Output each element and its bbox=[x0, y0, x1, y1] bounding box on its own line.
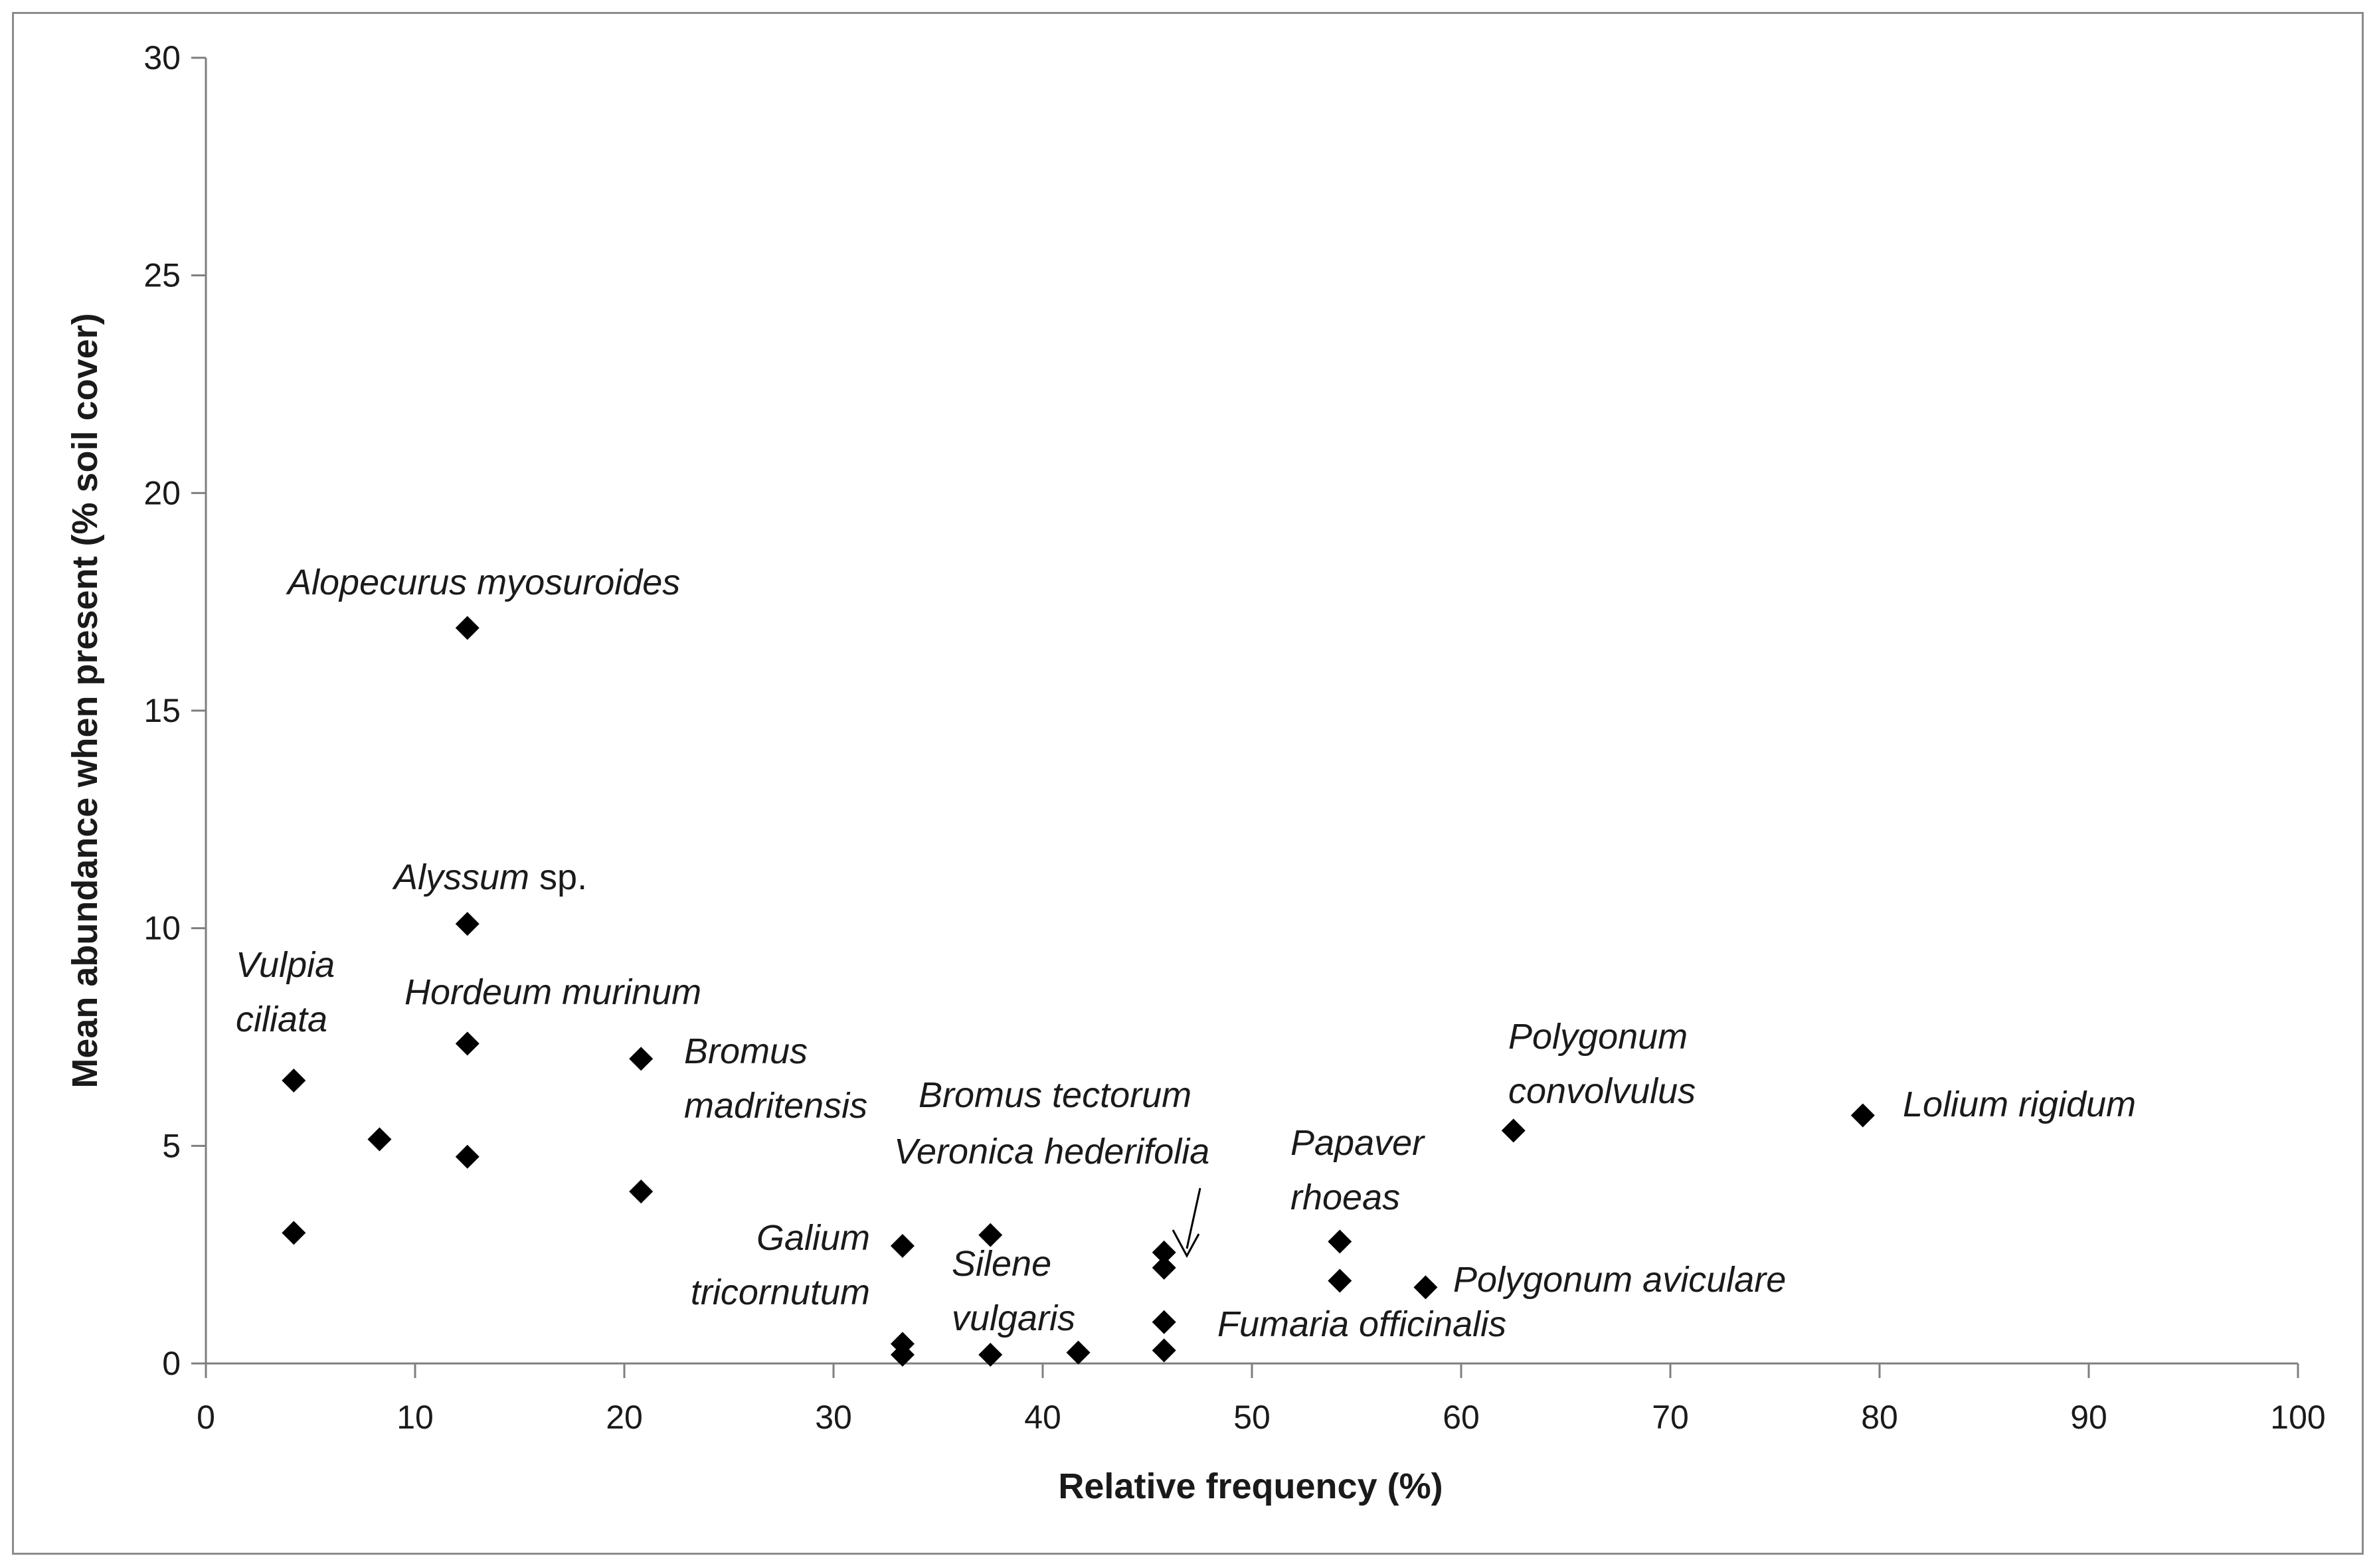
x-tick-label: 20 bbox=[606, 1399, 643, 1436]
y-tick-label: 25 bbox=[143, 257, 181, 294]
y-tick-label: 30 bbox=[143, 39, 181, 76]
data-point bbox=[890, 1234, 915, 1259]
x-axis-title: Relative frequency (%) bbox=[1058, 1466, 1443, 1506]
x-tick-label: 50 bbox=[1233, 1399, 1271, 1436]
species-label-part: sp. bbox=[529, 857, 587, 897]
x-tick-label: 100 bbox=[2270, 1399, 2325, 1436]
species-label-part: Hordeum murinum bbox=[404, 972, 701, 1012]
species-label: Galium bbox=[756, 1218, 870, 1258]
data-point bbox=[1328, 1229, 1352, 1254]
data-point bbox=[282, 1221, 306, 1245]
species-label: vulgaris bbox=[952, 1298, 1075, 1338]
species-label-part: tricornutum bbox=[691, 1272, 870, 1312]
y-axis-title: Mean abundance when present (% soil cove… bbox=[65, 313, 105, 1088]
y-tick-label: 10 bbox=[143, 910, 181, 947]
species-label-part: Polygonum aviculare bbox=[1453, 1260, 1786, 1300]
y-tick-label: 20 bbox=[143, 474, 181, 511]
species-label: rhoeas bbox=[1290, 1177, 1400, 1217]
data-point bbox=[1152, 1240, 1176, 1264]
data-point bbox=[978, 1342, 1003, 1367]
species-label: Fumaria officinalis bbox=[1217, 1304, 1506, 1344]
data-point bbox=[1501, 1118, 1526, 1143]
data-point bbox=[455, 616, 480, 640]
species-label-part: Silene bbox=[952, 1244, 1051, 1284]
y-tick-label: 5 bbox=[162, 1127, 181, 1164]
species-label: ciliata bbox=[236, 1000, 327, 1039]
species-label: Bromus tectorum bbox=[919, 1075, 1191, 1115]
species-label-part: madritensis bbox=[684, 1086, 867, 1126]
species-label: convolvulus bbox=[1508, 1071, 1696, 1111]
data-point bbox=[367, 1127, 392, 1152]
data-point bbox=[1152, 1310, 1176, 1334]
species-label: Veronica hederifolia bbox=[894, 1132, 1209, 1172]
data-point bbox=[1850, 1103, 1875, 1128]
data-point bbox=[1066, 1340, 1091, 1365]
data-point bbox=[1152, 1338, 1176, 1363]
species-label: Alyssum sp. bbox=[392, 857, 587, 897]
data-points bbox=[282, 616, 1875, 1367]
data-point bbox=[455, 1144, 480, 1169]
species-label-part: Lolium rigidum bbox=[1903, 1085, 2136, 1124]
species-label-part: Galium bbox=[756, 1218, 870, 1258]
axes: 0 5 10 15 20 25 30 0 10 20 30 40 50 60 70 80 90 100 bbox=[143, 39, 2325, 1436]
species-label: Alopecurus myosuroides bbox=[286, 563, 680, 602]
x-tick-label: 80 bbox=[1861, 1399, 1898, 1436]
species-label: Bromus bbox=[684, 1031, 808, 1071]
data-point bbox=[629, 1047, 654, 1071]
data-point bbox=[978, 1223, 1003, 1247]
x-tick-label: 70 bbox=[1652, 1399, 1689, 1436]
species-label-part: Alopecurus myosuroides bbox=[286, 563, 680, 602]
data-point bbox=[1328, 1268, 1352, 1293]
data-point bbox=[455, 912, 480, 936]
x-tick-label: 60 bbox=[1443, 1399, 1480, 1436]
data-point bbox=[282, 1069, 306, 1093]
data-point bbox=[1152, 1255, 1176, 1280]
data-point bbox=[629, 1179, 654, 1204]
species-label-part: convolvulus bbox=[1508, 1071, 1696, 1111]
species-label: madritensis bbox=[684, 1086, 867, 1126]
species-label-part: Alyssum bbox=[392, 857, 529, 897]
species-label: Polygonum aviculare bbox=[1453, 1260, 1786, 1300]
data-point bbox=[1413, 1275, 1438, 1300]
x-tick-label: 10 bbox=[396, 1399, 434, 1436]
x-tick-label: 0 bbox=[197, 1399, 215, 1436]
data-point bbox=[455, 1031, 480, 1056]
species-label: Lolium rigidum bbox=[1903, 1085, 2136, 1124]
chart-frame bbox=[12, 12, 2364, 1555]
species-label-part: Fumaria officinalis bbox=[1217, 1304, 1506, 1344]
species-label: Vulpia bbox=[236, 945, 335, 985]
x-tick-label: 30 bbox=[815, 1399, 852, 1436]
species-label: tricornutum bbox=[691, 1272, 870, 1312]
species-label-part: rhoeas bbox=[1290, 1177, 1400, 1217]
y-tick-label: 0 bbox=[162, 1345, 181, 1382]
annotation-arrow-line bbox=[1186, 1187, 1201, 1249]
species-label-part: Papaver bbox=[1290, 1123, 1425, 1163]
species-label: Hordeum murinum bbox=[404, 972, 701, 1012]
annotations: Alopecurus myosuroides Alyssum sp. Vulpia c… bbox=[236, 563, 2136, 1344]
data-point bbox=[890, 1342, 915, 1367]
annotation-arrow-head bbox=[1172, 1229, 1200, 1259]
x-tick-label: 90 bbox=[2070, 1399, 2107, 1436]
species-label: Papaver bbox=[1290, 1123, 1425, 1163]
species-label-part: Bromus tectorum bbox=[919, 1075, 1191, 1115]
species-label-part: Veronica hederifolia bbox=[894, 1132, 1209, 1172]
species-label: Polygonum bbox=[1508, 1017, 1688, 1057]
species-label-part: Polygonum bbox=[1508, 1017, 1688, 1057]
species-label-part: vulgaris bbox=[952, 1298, 1075, 1338]
y-tick-label: 15 bbox=[143, 692, 181, 729]
species-label: Silene bbox=[952, 1244, 1051, 1284]
species-label-part: Bromus bbox=[684, 1031, 808, 1071]
x-tick-label: 40 bbox=[1024, 1399, 1061, 1436]
species-label-part: Vulpia bbox=[236, 945, 335, 985]
species-label-part: ciliata bbox=[236, 1000, 327, 1039]
